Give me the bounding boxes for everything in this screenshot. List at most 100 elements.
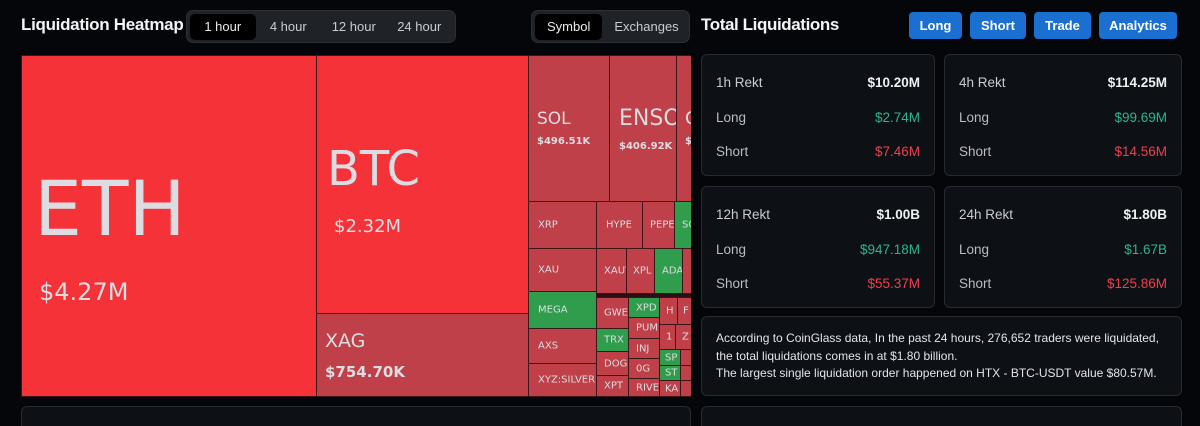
short-button[interactable]: Short bbox=[970, 12, 1026, 39]
cell-value: $406.92K bbox=[619, 141, 673, 152]
cell-value: $496.51K bbox=[537, 136, 591, 147]
treemap-cell-so[interactable]: SO bbox=[674, 201, 691, 249]
cell-symbol: HYPE bbox=[606, 219, 632, 231]
cell-symbol: XAU bbox=[538, 264, 560, 276]
treemap-cell-enso[interactable]: ENSO $406.92K bbox=[609, 55, 677, 202]
treemap-cell-sp[interactable]: SP bbox=[659, 349, 681, 366]
treemap-cell-0g[interactable]: 0G bbox=[628, 358, 660, 379]
cell-symbol: F bbox=[683, 305, 689, 317]
tab-12-hour[interactable]: 12 hour bbox=[331, 19, 376, 34]
cell-symbol: AXS bbox=[538, 340, 559, 352]
lower-panel-left bbox=[21, 406, 691, 426]
short-label: Short bbox=[716, 144, 749, 159]
analytics-button[interactable]: Analytics bbox=[1099, 12, 1177, 39]
treemap-cell-c[interactable]: C $ bbox=[676, 55, 691, 202]
card-12h-rekt: 12h Rekt $1.00B Long $947.18M Short $55.37M bbox=[701, 186, 935, 308]
cell-symbol: Z bbox=[682, 331, 689, 343]
treemap-cell-trx[interactable]: TRX bbox=[596, 328, 629, 352]
treemap-cell-eth[interactable]: ETH $4.27M bbox=[21, 55, 317, 397]
treemap-cell-misc-4[interactable] bbox=[680, 380, 691, 397]
cell-symbol: SO bbox=[682, 219, 691, 231]
time-range-selector: 1 hour 4 hour 12 hour 24 hour bbox=[186, 10, 456, 43]
treemap-cell-sol[interactable]: SOL $496.51K bbox=[528, 55, 610, 202]
treemap-cell-st[interactable]: ST bbox=[659, 365, 681, 381]
cell-symbol: 1 bbox=[666, 331, 673, 343]
treemap-cell-z[interactable]: Z bbox=[675, 324, 691, 350]
long-value: $1.67B bbox=[1124, 242, 1167, 257]
treemap-cell-1[interactable]: 1 bbox=[659, 324, 676, 350]
card-24h-rekt: 24h Rekt $1.80B Long $1.67B Short $125.86M bbox=[944, 186, 1182, 308]
treemap-cell-ka[interactable]: KA bbox=[659, 380, 681, 397]
treemap-cell-f[interactable]: F bbox=[677, 297, 691, 325]
cell-symbol: TRX bbox=[604, 334, 624, 346]
treemap-cell-mega[interactable]: MEGA bbox=[528, 291, 597, 329]
short-label: Short bbox=[959, 144, 992, 159]
cell-symbol: ADA bbox=[662, 265, 683, 277]
treemap-cell-gwei[interactable]: GWEI bbox=[596, 297, 629, 329]
short-value: $7.46M bbox=[874, 144, 920, 159]
tab-4-hour[interactable]: 4 hour bbox=[269, 19, 307, 34]
cell-symbol: SP bbox=[665, 352, 678, 363]
summary-line-1: According to CoinGlass data, In the past… bbox=[716, 331, 1159, 363]
treemap-cell-xaut[interactable]: XAUT bbox=[596, 248, 627, 294]
cell-value: $ bbox=[685, 136, 691, 147]
card-4h-rekt: 4h Rekt $114.25M Long $99.69M Short $14.56M bbox=[944, 54, 1182, 176]
grouping-selector: Symbol Exchanges bbox=[531, 10, 690, 43]
summary-line-2: The largest single liquidation order hap… bbox=[716, 366, 1157, 380]
cell-symbol: XAUT bbox=[604, 265, 626, 277]
cell-symbol: ETH bbox=[34, 164, 186, 253]
treemap-cell-xrp[interactable]: XRP bbox=[528, 201, 597, 249]
treemap-cell-doge[interactable]: DOGE bbox=[596, 351, 629, 376]
treemap-cell-pump[interactable]: PUMP bbox=[628, 317, 660, 339]
cell-symbol: SOL bbox=[537, 109, 571, 129]
liquidation-summary: According to CoinGlass data, In the past… bbox=[701, 316, 1182, 396]
cell-symbol: 0G bbox=[636, 363, 651, 374]
treemap-cell-xpd[interactable]: XPD bbox=[628, 297, 660, 318]
cell-symbol: KA bbox=[665, 383, 679, 394]
card-total: $10.20M bbox=[867, 75, 920, 90]
cell-value: $2.32M bbox=[334, 216, 402, 237]
treemap-cell-ada[interactable]: ADA bbox=[654, 248, 683, 294]
treemap-cell-axs[interactable]: AXS bbox=[528, 328, 597, 364]
card-label: 4h Rekt bbox=[959, 75, 1006, 90]
heatmap-title: Liquidation Heatmap bbox=[21, 15, 184, 34]
cell-symbol: XPL bbox=[633, 265, 652, 277]
treemap-cell-river[interactable]: RIVER bbox=[628, 378, 660, 397]
short-label: Short bbox=[716, 276, 749, 291]
treemap-cell-xyz-silver[interactable]: XYZ:SILVER bbox=[528, 363, 597, 397]
treemap-cell-btc[interactable]: BTC $2.32M bbox=[316, 55, 529, 314]
tab-1-hour[interactable]: 1 hour bbox=[190, 14, 256, 40]
cell-symbol: XPD bbox=[636, 302, 657, 313]
liquidation-treemap: ETH $4.27M BTC $2.32M XAG $754.70K SOL $… bbox=[21, 55, 691, 397]
treemap-cell-h[interactable]: H bbox=[659, 297, 678, 325]
treemap-cell-pepe[interactable]: PEPE bbox=[642, 201, 675, 249]
treemap-cell-xpt[interactable]: XPT bbox=[596, 375, 629, 397]
treemap-cell-xau[interactable]: XAU bbox=[528, 248, 597, 292]
card-total: $1.00B bbox=[876, 207, 920, 222]
lower-panel-right bbox=[701, 406, 1182, 426]
tab-24-hour[interactable]: 24 hour bbox=[397, 19, 442, 34]
treemap-cell-xag[interactable]: XAG $754.70K bbox=[316, 313, 529, 397]
treemap-cell-xpl[interactable]: XPL bbox=[626, 248, 655, 294]
card-total: $1.80B bbox=[1123, 207, 1167, 222]
cell-symbol: GWEI bbox=[604, 307, 629, 319]
treemap-cell-inj[interactable]: INJ bbox=[628, 338, 660, 359]
treemap-cell-misc-3[interactable] bbox=[680, 365, 691, 381]
long-label: Long bbox=[716, 242, 747, 257]
tab-symbol[interactable]: Symbol bbox=[535, 14, 603, 40]
cell-symbol: PUMP bbox=[636, 322, 659, 334]
cell-symbol: INJ bbox=[636, 343, 650, 354]
treemap-cell-hype[interactable]: HYPE bbox=[596, 201, 643, 249]
card-1h-rekt: 1h Rekt $10.20M Long $2.74M Short $7.46M bbox=[701, 54, 935, 176]
treemap-cell-misc-1[interactable] bbox=[682, 248, 691, 294]
long-button[interactable]: Long bbox=[909, 12, 962, 39]
cell-symbol: XRP bbox=[538, 219, 558, 231]
trade-button[interactable]: Trade bbox=[1034, 12, 1091, 39]
short-value: $55.37M bbox=[867, 276, 920, 291]
short-value: $125.86M bbox=[1106, 276, 1167, 291]
cell-symbol: XYZ:SILVER bbox=[538, 374, 596, 386]
cell-symbol: C bbox=[685, 108, 691, 129]
tab-exchanges[interactable]: Exchanges bbox=[614, 19, 679, 34]
card-label: 1h Rekt bbox=[716, 75, 763, 90]
treemap-cell-misc-2[interactable] bbox=[680, 349, 691, 366]
